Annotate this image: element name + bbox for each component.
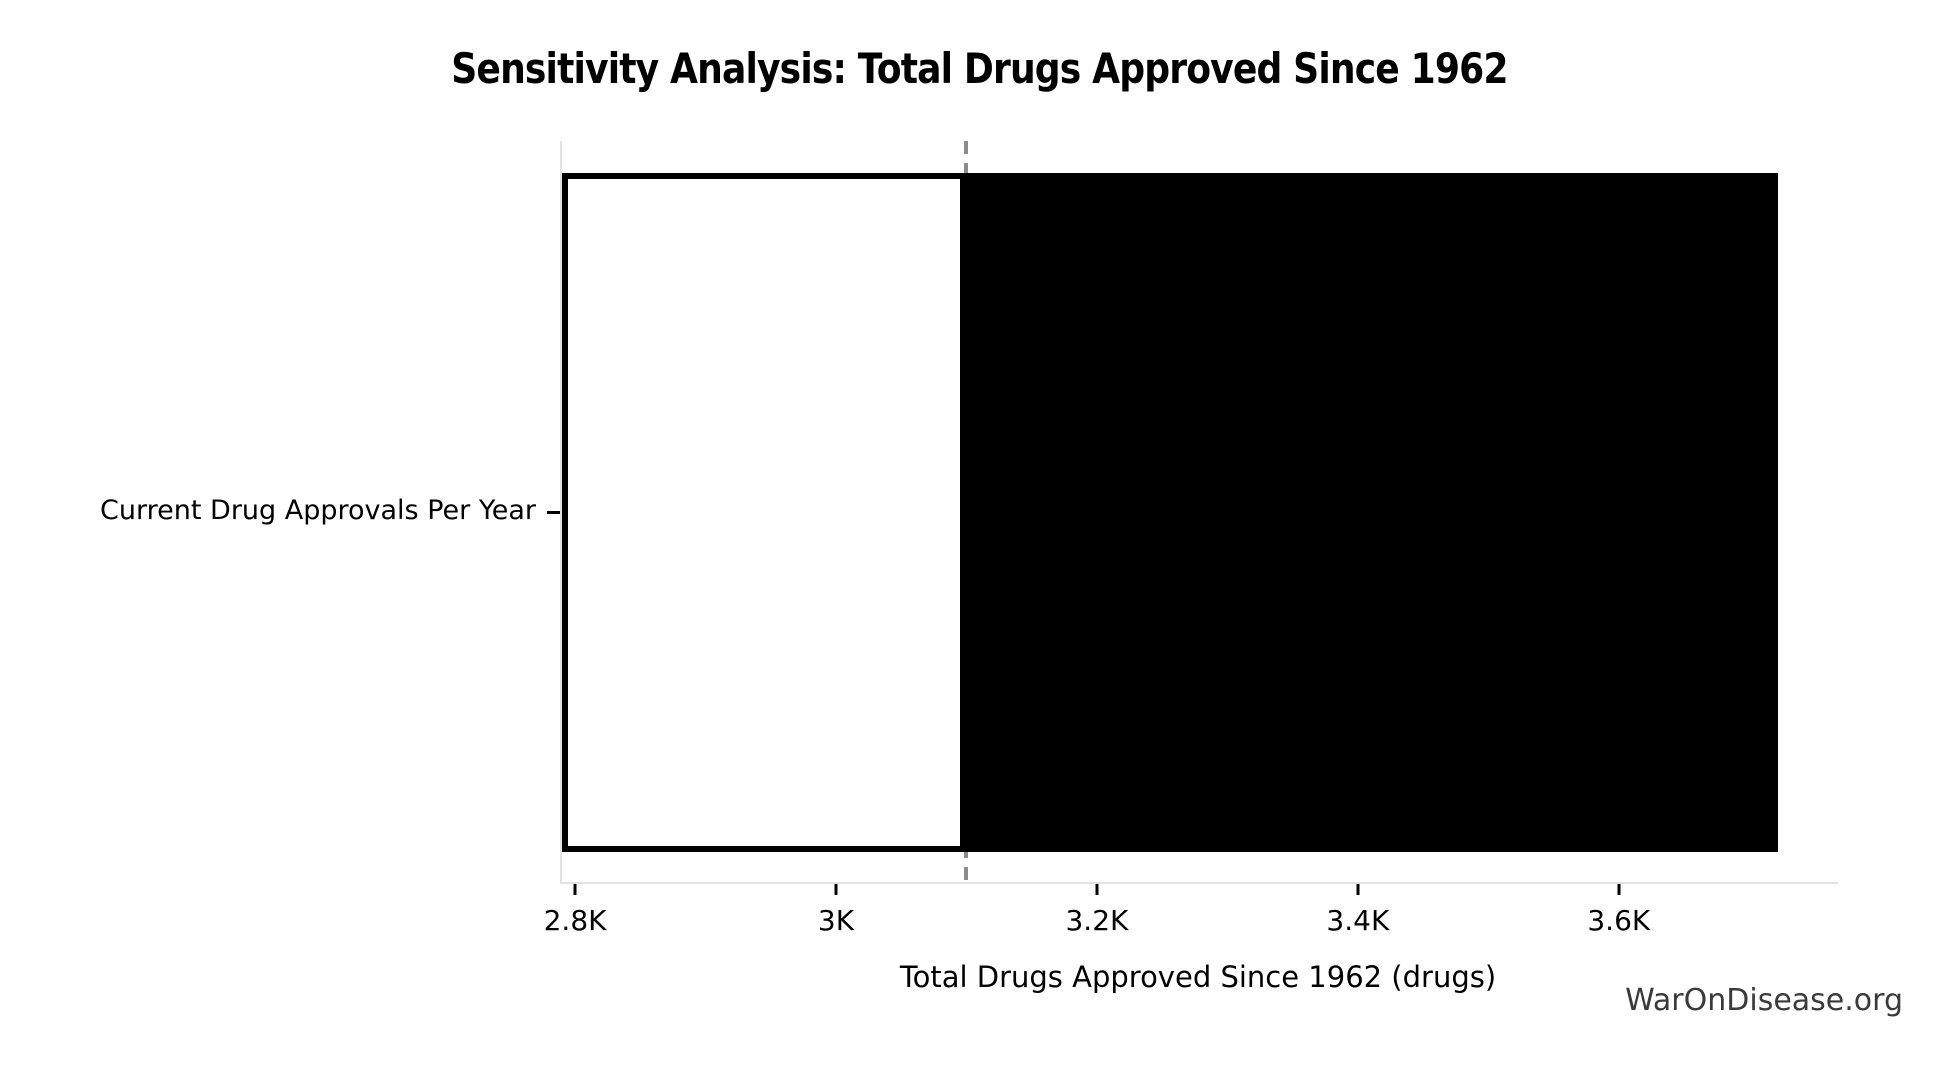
y-tick-mark [547, 511, 560, 514]
x-tick-mark [834, 884, 838, 895]
x-tick-mark [1356, 884, 1360, 895]
x-tick-label: 3.6K [1587, 904, 1651, 937]
chart-title: Sensitivity Analysis: Total Drugs Approv… [451, 44, 1508, 93]
x-tick-mark [1617, 884, 1621, 895]
tornado-bar-row [562, 173, 1838, 852]
x-axis-title: Total Drugs Approved Since 1962 (drugs) [899, 960, 1497, 994]
x-tick-label: 3.4K [1326, 904, 1390, 937]
bar-high-segment [966, 173, 1778, 852]
x-tick-label: 2.8K [543, 904, 607, 937]
bar-low-segment [562, 173, 967, 852]
watermark-text: WarOnDisease.org [1625, 983, 1903, 1018]
y-category-label: Current Drug Approvals Per Year [100, 495, 536, 526]
x-tick-mark [1095, 884, 1099, 895]
plot-area: 2.8K 3K 3.2K 3.4K 3.6K [544, 141, 1838, 937]
x-tick-label: 3K [817, 904, 855, 937]
x-tick-mark [573, 884, 577, 895]
x-tick-label: 3.2K [1065, 904, 1129, 937]
